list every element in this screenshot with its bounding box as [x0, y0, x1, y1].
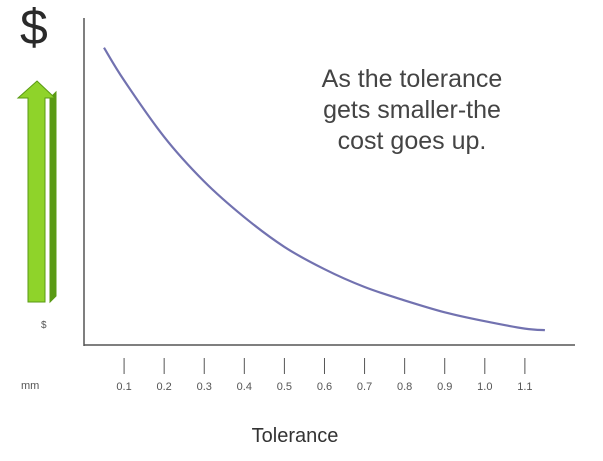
- x-unit-label: mm: [21, 380, 40, 392]
- up-arrow-icon: [16, 80, 57, 304]
- x-tick-label-0.2: 0.2: [157, 381, 172, 393]
- x-tick-label-0.4: 0.4: [237, 381, 252, 393]
- series-line-cost-curve: [103, 47, 545, 332]
- x-tick-label-0.6: 0.6: [317, 381, 332, 393]
- y-axis-label: $: [41, 320, 47, 331]
- x-tick-label-1.0: 1.0: [477, 381, 492, 393]
- x-axis-title: Tolerance: [251, 425, 339, 447]
- arrow-side: [49, 90, 57, 304]
- annotation: As the tolerance gets smaller-the cost g…: [262, 64, 562, 157]
- x-tick-label-0.8: 0.8: [397, 381, 412, 393]
- annotation-line-2: gets smaller-the: [323, 96, 501, 124]
- x-tick-label-0.1: 0.1: [116, 381, 131, 393]
- dollar-symbol-top: $: [20, 0, 48, 55]
- x-tick-labels: 0.1 0.2 0.3 0.4 0.5 0.6 0.7 0.8 0.9 1.0 1.1: [116, 381, 532, 393]
- x-tick-label-0.9: 0.9: [437, 381, 452, 393]
- x-tick-label-1.1: 1.1: [517, 381, 532, 393]
- annotation-line-3: cost goes up.: [337, 127, 487, 155]
- x-tick-label-0.3: 0.3: [197, 381, 212, 393]
- x-ticks: [123, 358, 526, 374]
- x-tick-label-0.5: 0.5: [277, 381, 292, 393]
- x-tick-label-0.7: 0.7: [357, 381, 372, 393]
- annotation-line-1: As the tolerance: [321, 65, 503, 93]
- arrow-head: [16, 80, 57, 303]
